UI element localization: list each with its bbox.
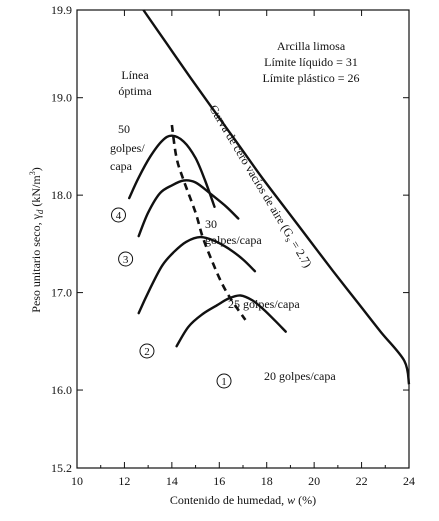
- y-tick-label: 17.0: [51, 286, 72, 300]
- marker-number: 4: [116, 210, 122, 222]
- curve-marker-1: 1: [216, 373, 232, 389]
- series-50-label-3: capa: [110, 159, 133, 173]
- compaction-curve-4: [127, 134, 216, 208]
- x-tick-label: 16: [213, 474, 225, 488]
- compaction-curve-3: [137, 179, 240, 238]
- y-tick-label: 16.0: [51, 383, 72, 397]
- x-axis-label: Contenido de humedad, w (%): [170, 493, 316, 507]
- series-25-label: 25 golpes/capa: [228, 297, 300, 311]
- series-30-label-2: golpes/capa: [205, 233, 262, 247]
- optimum-line-label-1: Línea: [121, 68, 149, 82]
- series-20-label: 20 golpes/capa: [264, 369, 336, 383]
- y-tick-label: 15.2: [51, 461, 72, 475]
- x-tick-label: 14: [166, 474, 178, 488]
- marker-number: 3: [123, 254, 129, 266]
- marker-circle: [216, 373, 232, 389]
- marker-circle: [118, 251, 134, 267]
- compaction-curve-1: [175, 294, 287, 348]
- liquid-limit-label: Límite líquido = 31: [264, 55, 358, 69]
- x-tick-label: 12: [118, 474, 130, 488]
- x-tick-label: 18: [261, 474, 273, 488]
- optimum-line-label-2: óptima: [118, 84, 152, 98]
- compaction-curve-2: [137, 235, 257, 315]
- marker-number: 1: [221, 376, 227, 388]
- curve-labels: 1 2 3 4: [111, 207, 232, 389]
- series-50-label-2: golpes/: [110, 141, 145, 155]
- y-tick-label: 19.9: [51, 3, 72, 17]
- zero-air-voids-curve: [142, 9, 411, 385]
- y-axis-label: Peso unitario seco, γd (kN/m3): [28, 167, 45, 312]
- marker-number: 2: [144, 346, 150, 358]
- curve-marker-4: 4: [111, 207, 126, 223]
- marker-circle: [111, 207, 126, 223]
- x-tick-label: 10: [71, 474, 83, 488]
- optimum-line: [170, 124, 247, 321]
- soil-type-label: Arcilla limosa: [277, 39, 346, 53]
- curves: [127, 9, 411, 385]
- x-tick-label: 22: [356, 474, 368, 488]
- curve-marker-3: 3: [118, 251, 134, 267]
- x-tick-label: 24: [403, 474, 415, 488]
- series-30-label-1: 30: [205, 217, 217, 231]
- marker-circle: [139, 343, 155, 359]
- y-tick-label: 19.0: [51, 91, 72, 105]
- plastic-limit-label: Límite plástico = 26: [262, 71, 359, 85]
- x-tick-label: 20: [308, 474, 320, 488]
- y-tick-label: 18.0: [51, 188, 72, 202]
- series-50-label-1: 50: [118, 122, 130, 136]
- curve-marker-2: 2: [139, 343, 155, 359]
